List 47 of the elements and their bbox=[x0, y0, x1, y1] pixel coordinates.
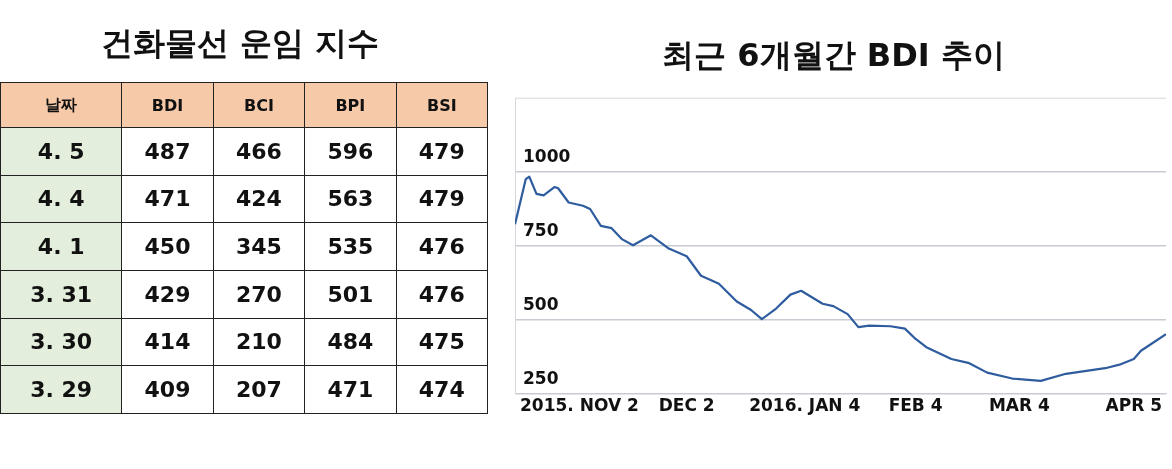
data-label: 563 bbox=[304, 175, 397, 223]
data-label: 501 bbox=[304, 270, 397, 319]
chart-title: 건화물선 운임 지수 bbox=[99, 23, 381, 64]
x-tick-label: 2016. JAN 4 bbox=[749, 395, 861, 416]
chart-title: 최근 6개월간 BDI 추이 bbox=[661, 35, 1006, 76]
y-axis-title: 날짜 bbox=[0, 82, 122, 128]
y-tick-label: 4. 4 bbox=[0, 175, 122, 223]
data-label: 474 bbox=[396, 365, 488, 414]
data-label: 476 bbox=[396, 270, 488, 319]
x-tick-label: BCI bbox=[213, 82, 305, 128]
x-tick-label: BSI bbox=[396, 82, 488, 128]
x-tick-label: APR 5 bbox=[1105, 395, 1163, 416]
y-tick-label: 1000 bbox=[523, 146, 571, 167]
data-label: 424 bbox=[213, 175, 305, 223]
data-label: 535 bbox=[304, 222, 397, 271]
data-label: 475 bbox=[396, 318, 488, 366]
data-label: 207 bbox=[213, 365, 305, 414]
data-label: 409 bbox=[121, 365, 214, 414]
y-tick-label: 750 bbox=[523, 220, 559, 241]
y-tick-label: 3. 31 bbox=[0, 270, 122, 319]
x-tick-label: BPI bbox=[304, 82, 397, 128]
y-tick-label: 250 bbox=[523, 368, 559, 389]
data-label: 476 bbox=[396, 222, 488, 271]
y-tick-label: 500 bbox=[523, 294, 559, 315]
data-label: 429 bbox=[121, 270, 214, 319]
data-label: 270 bbox=[213, 270, 305, 319]
data-label: 345 bbox=[213, 222, 305, 271]
data-label: 484 bbox=[304, 318, 397, 366]
data-label: 479 bbox=[396, 127, 488, 176]
x-tick-label: BDI bbox=[121, 82, 214, 128]
data-label: 414 bbox=[121, 318, 214, 366]
y-tick-label: 4. 1 bbox=[0, 222, 122, 271]
x-tick-label: MAR 4 bbox=[988, 395, 1050, 416]
data-label: 471 bbox=[121, 175, 214, 223]
data-label: 596 bbox=[304, 127, 397, 176]
y-tick-label: 3. 30 bbox=[0, 318, 122, 366]
x-tick-label: FEB 4 bbox=[888, 395, 943, 416]
data-label: 487 bbox=[121, 127, 214, 176]
data-label: 466 bbox=[213, 127, 305, 176]
x-tick-label: DEC 2 bbox=[658, 395, 715, 416]
data-label: 471 bbox=[304, 365, 397, 414]
x-tick-label: 2015. NOV 2 bbox=[519, 395, 639, 416]
data-label: 479 bbox=[396, 175, 488, 223]
y-tick-label: 3. 29 bbox=[0, 365, 122, 414]
data-label: 210 bbox=[213, 318, 305, 366]
data-label: 450 bbox=[121, 222, 214, 271]
y-tick-label: 4. 5 bbox=[0, 127, 122, 176]
